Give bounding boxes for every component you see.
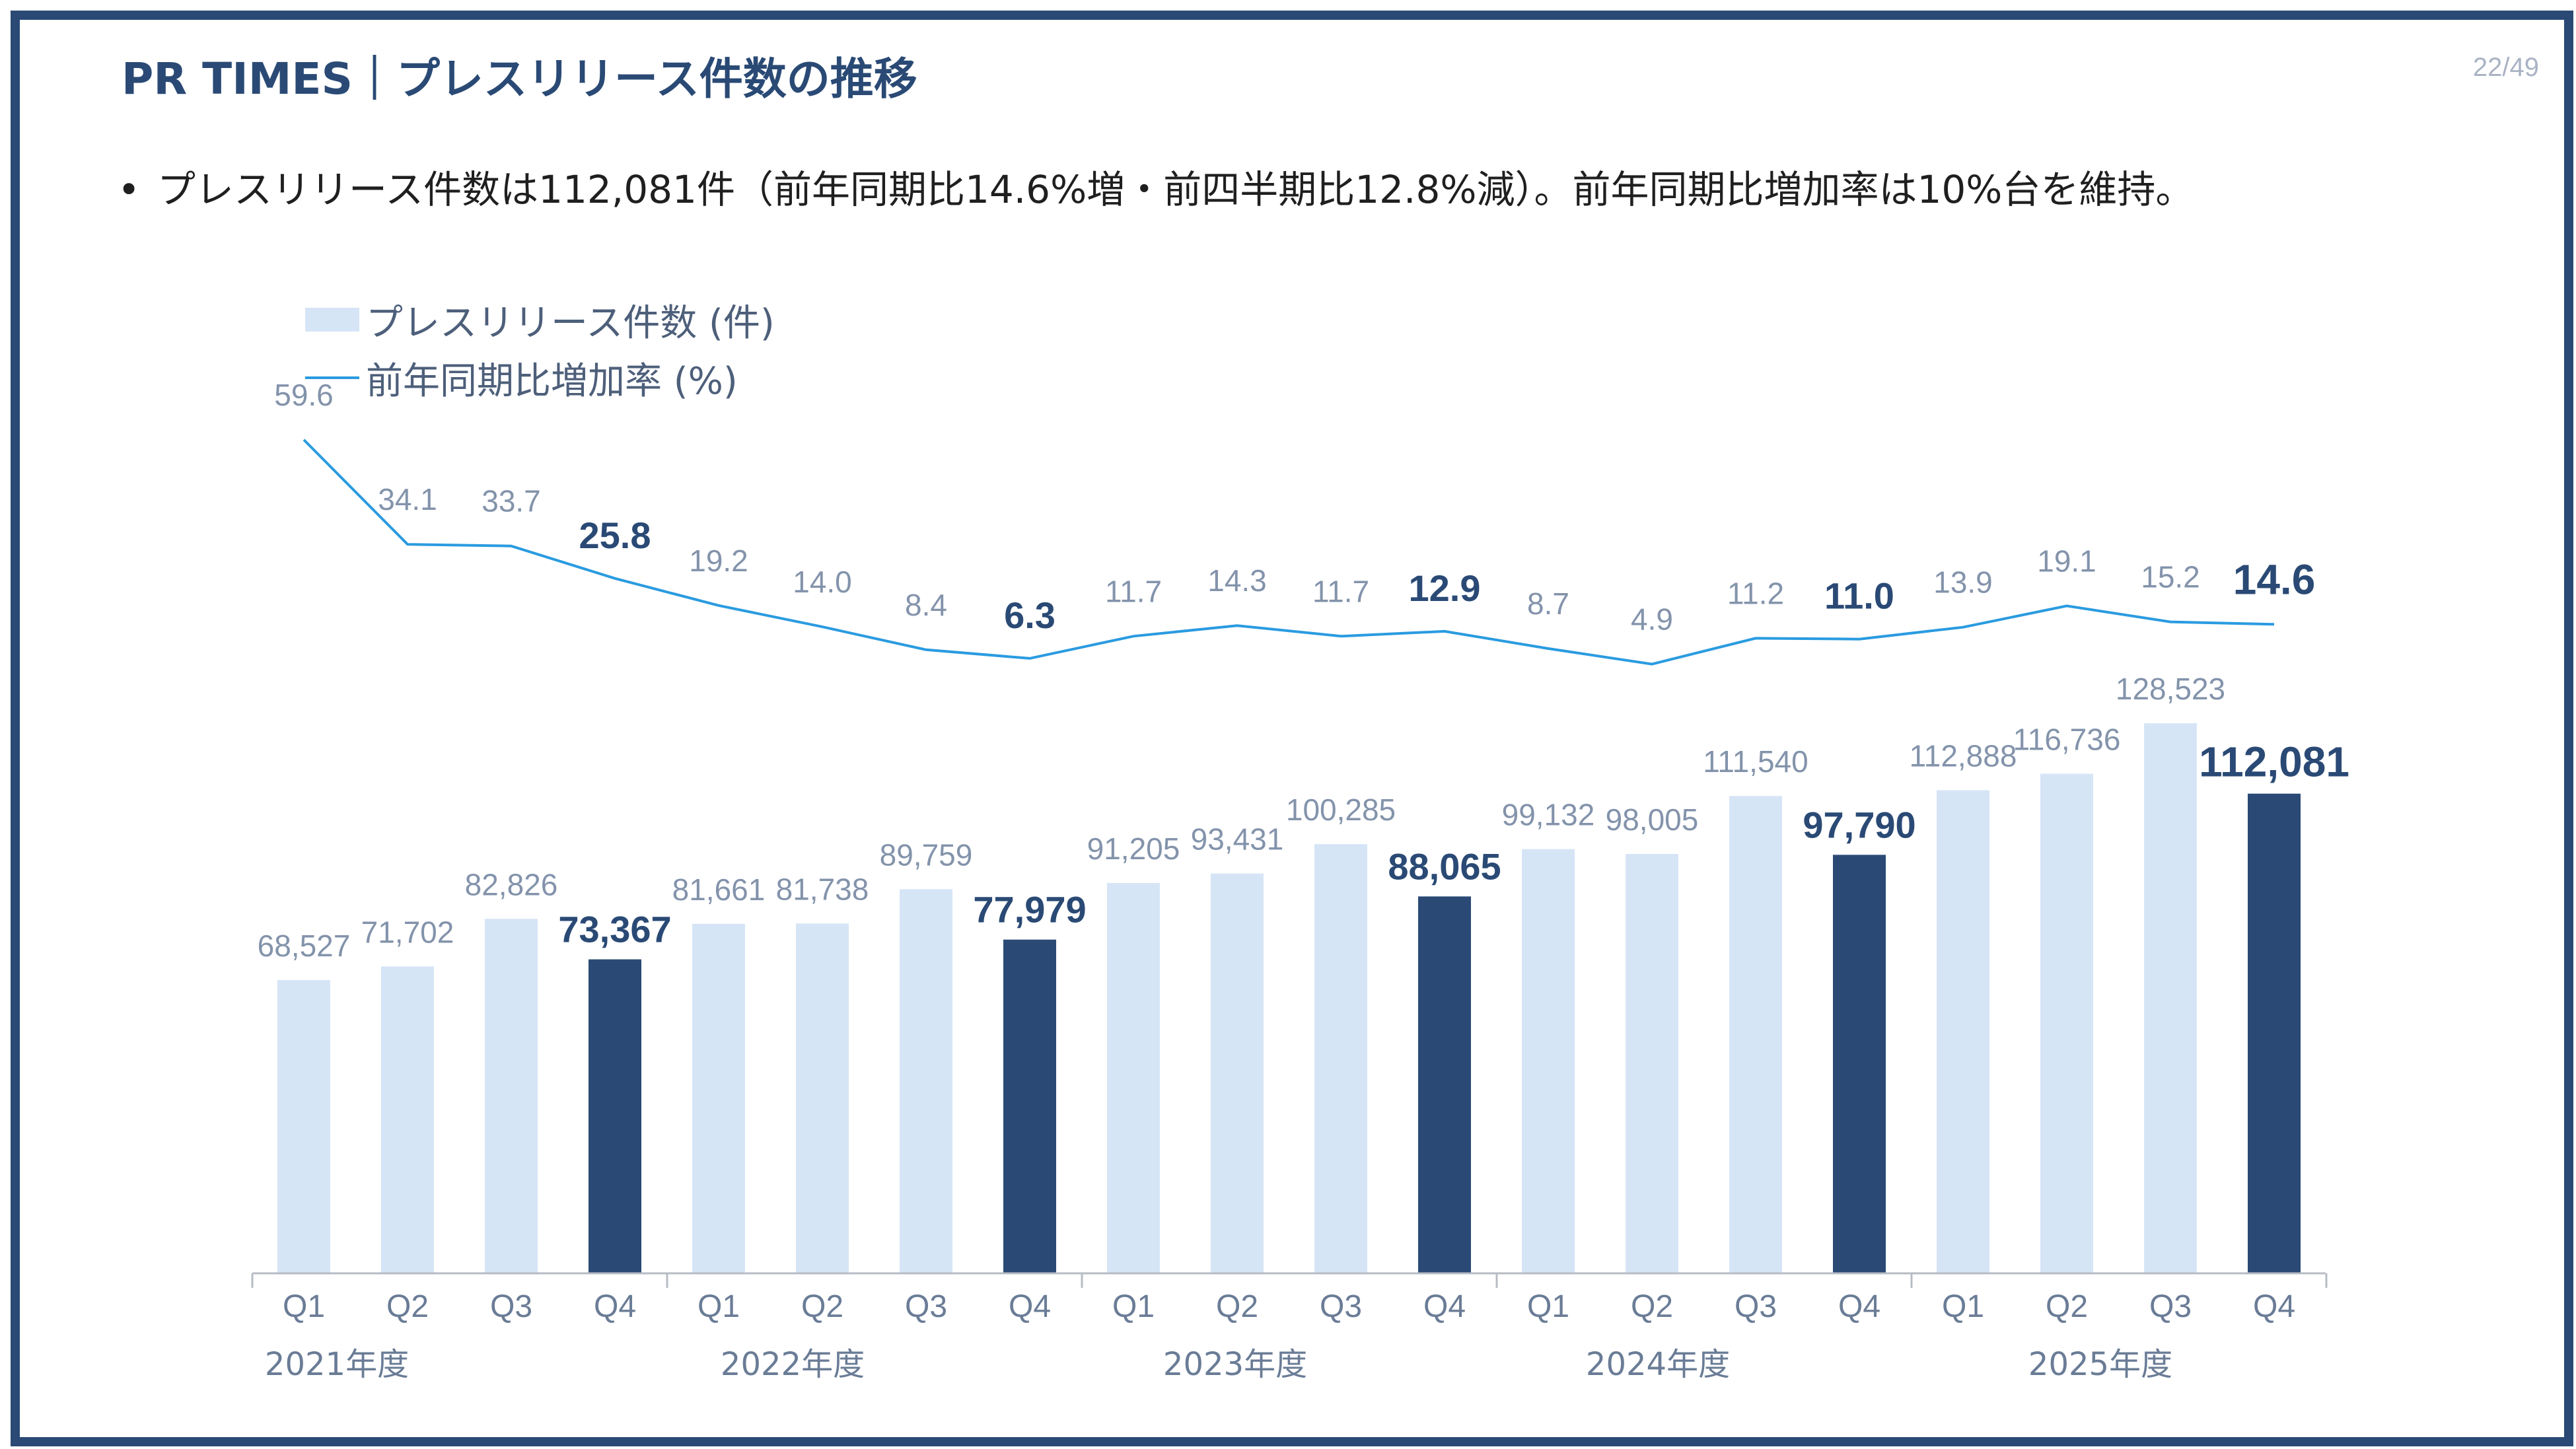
bullet-dot: • — [118, 167, 141, 212]
page-title: PR TIMES｜プレスリリース件数の推移 — [122, 53, 917, 104]
summary-bullet: • プレスリリース件数は112,081件（前年同期比14.6%増・前四半期比12.… — [118, 159, 2194, 214]
legend-swatch-bar — [305, 308, 359, 332]
chart-legend: プレスリリース件数 (件) 前年同期比増加率 (%) — [305, 291, 775, 407]
legend-item-line: 前年同期比増加率 (%) — [305, 349, 775, 407]
legend-item-bar: プレスリリース件数 (件) — [305, 291, 775, 349]
legend-swatch-line — [305, 376, 359, 379]
page-number: 22/49 — [2472, 53, 2539, 82]
legend-label-bar: プレスリリース件数 (件) — [366, 301, 775, 345]
legend-label-line: 前年同期比増加率 (%) — [366, 359, 738, 403]
summary-text: プレスリリース件数は112,081件（前年同期比14.6%増・前四半期比12.8… — [157, 167, 2194, 212]
slide-frame — [11, 11, 2573, 1446]
